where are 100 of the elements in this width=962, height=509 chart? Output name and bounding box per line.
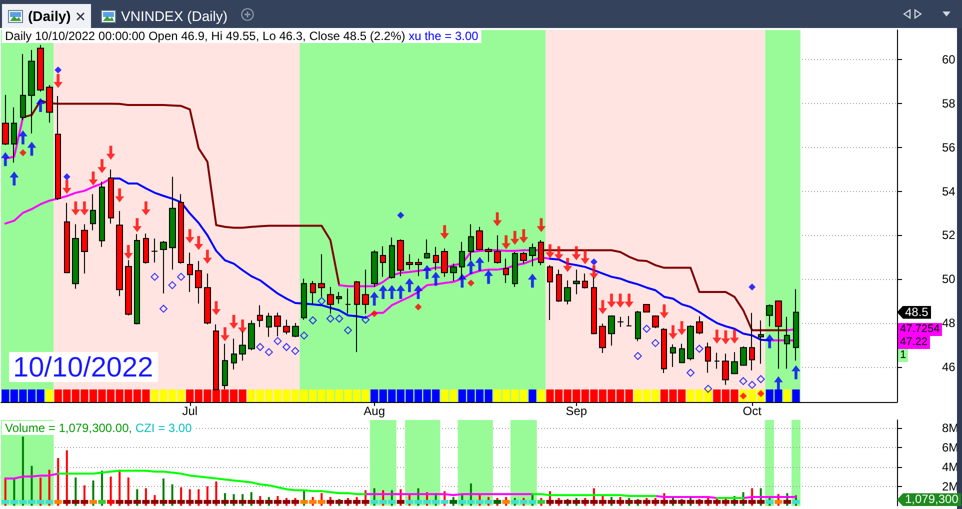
candlestick <box>2 94 9 146</box>
candlestick <box>687 324 694 361</box>
candlestick <box>389 236 395 280</box>
y-tick-label: 54 <box>942 184 956 198</box>
y-tick-label: 52 <box>942 228 956 242</box>
candlestick <box>661 328 667 374</box>
point <box>168 281 176 290</box>
candlestick <box>345 288 351 314</box>
x-tick-label: Sep <box>566 404 588 418</box>
point <box>370 310 378 318</box>
point <box>54 66 62 74</box>
candlestick <box>679 343 685 364</box>
x-tick-label: Oct <box>742 404 762 418</box>
point <box>397 212 404 219</box>
candlestick <box>740 346 747 366</box>
candlestick <box>72 224 79 290</box>
y-tick-label: 48 <box>942 316 956 330</box>
point <box>748 283 756 290</box>
point <box>748 380 756 389</box>
point <box>177 272 186 281</box>
candlestick <box>292 322 299 338</box>
candlestick <box>327 286 334 314</box>
candlestick <box>433 246 439 271</box>
candlestick <box>775 300 782 370</box>
candlestick <box>538 240 544 266</box>
candlestick <box>143 232 149 264</box>
bar <box>89 500 98 504</box>
y-tick-label: 60 <box>942 52 956 66</box>
chart-title: Daily 10/10/2022 00:00:00 Open 46.9, Hi 49.55, Lo 46.3, Close 48.5 (2.2%) <box>5 29 406 43</box>
text: (Daily) <box>28 7 71 26</box>
candlestick <box>547 264 553 320</box>
candlestick <box>556 269 562 302</box>
candlestick <box>20 53 26 120</box>
candlestick <box>266 312 272 338</box>
candlestick <box>415 258 422 277</box>
candlestick <box>380 246 386 278</box>
candlestick <box>64 202 70 274</box>
candlestick <box>28 50 35 134</box>
candlestick <box>283 319 290 335</box>
point <box>326 314 334 323</box>
candlestick <box>512 251 518 288</box>
candlestick <box>397 238 404 277</box>
point <box>318 297 326 306</box>
candlestick <box>626 315 632 326</box>
bar <box>774 500 782 504</box>
y-tick-label: 58 <box>942 96 956 110</box>
candlestick <box>371 250 378 288</box>
bar <box>66 450 68 506</box>
chart-subtitle: xu the = 3.00 <box>408 29 479 43</box>
y-tick-label: 50 <box>942 272 956 286</box>
candlestick <box>564 280 571 305</box>
candlestick <box>406 254 413 270</box>
text: VNINDEX (Daily) <box>121 7 228 26</box>
candlestick <box>151 238 158 264</box>
text: 47.7254 <box>898 322 942 336</box>
candlestick <box>187 252 193 293</box>
candlestick <box>722 353 729 386</box>
candlestick <box>731 352 738 374</box>
candlestick <box>441 248 448 278</box>
bar <box>783 500 791 504</box>
candlestick <box>784 316 790 370</box>
candlestick <box>274 312 281 337</box>
candlestick <box>81 224 88 274</box>
point <box>160 304 168 313</box>
candlestick <box>670 344 676 368</box>
candlestick <box>257 304 263 328</box>
candlestick <box>485 247 492 262</box>
point <box>274 337 282 346</box>
bar <box>98 500 106 504</box>
candlestick <box>608 314 615 346</box>
candlestick <box>617 316 624 328</box>
candlestick <box>714 352 720 370</box>
candlestick <box>362 269 369 314</box>
x-tick-label: Jul <box>182 404 198 418</box>
candlestick <box>529 243 536 267</box>
point <box>308 316 317 324</box>
point <box>150 272 159 281</box>
candlestick <box>46 84 53 124</box>
bar <box>537 500 546 504</box>
point <box>634 352 642 360</box>
point <box>19 149 26 156</box>
candlestick <box>758 320 764 364</box>
candlestick <box>705 342 711 374</box>
point <box>695 344 704 353</box>
candlestick <box>37 44 44 92</box>
candlestick <box>599 323 606 354</box>
candlestick <box>310 280 316 304</box>
candlestick <box>90 194 96 231</box>
candlestick <box>231 338 237 370</box>
candlestick <box>503 258 509 284</box>
candlestick <box>652 314 659 329</box>
candlestick <box>450 263 457 282</box>
candlestick <box>766 304 773 327</box>
candlestick <box>11 106 17 164</box>
bar <box>54 500 62 504</box>
point <box>282 343 290 352</box>
x-tick-label: Aug <box>364 404 386 418</box>
point <box>414 303 422 310</box>
point <box>642 324 651 333</box>
point <box>264 348 273 356</box>
